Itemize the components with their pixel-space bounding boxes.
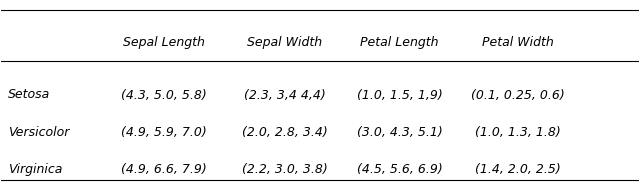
Text: (1.0, 1.3, 1.8): (1.0, 1.3, 1.8)	[475, 126, 561, 139]
Text: (2.2, 3.0, 3.8): (2.2, 3.0, 3.8)	[242, 163, 328, 176]
Text: (4.5, 5.6, 6.9): (4.5, 5.6, 6.9)	[356, 163, 442, 176]
Text: Sepal Width: Sepal Width	[248, 36, 323, 49]
Text: Petal Width: Petal Width	[482, 36, 554, 49]
Text: (4.9, 5.9, 7.0): (4.9, 5.9, 7.0)	[121, 126, 207, 139]
Text: Sepal Length: Sepal Length	[123, 36, 205, 49]
Text: (1.0, 1.5, 1,9): (1.0, 1.5, 1,9)	[356, 89, 442, 101]
Text: Petal Length: Petal Length	[360, 36, 439, 49]
Text: (1.4, 2.0, 2.5): (1.4, 2.0, 2.5)	[475, 163, 561, 176]
Text: Setosa: Setosa	[8, 89, 50, 101]
Text: (4.3, 5.0, 5.8): (4.3, 5.0, 5.8)	[121, 89, 207, 101]
Text: (4.9, 6.6, 7.9): (4.9, 6.6, 7.9)	[121, 163, 207, 176]
Text: Versicolor: Versicolor	[8, 126, 69, 139]
Text: Virginica: Virginica	[8, 163, 62, 176]
Text: (2.3, 3,4 4,4): (2.3, 3,4 4,4)	[244, 89, 326, 101]
Text: (2.0, 2.8, 3.4): (2.0, 2.8, 3.4)	[242, 126, 328, 139]
Text: (0.1, 0.25, 0.6): (0.1, 0.25, 0.6)	[470, 89, 564, 101]
Text: (3.0, 4.3, 5.1): (3.0, 4.3, 5.1)	[356, 126, 442, 139]
